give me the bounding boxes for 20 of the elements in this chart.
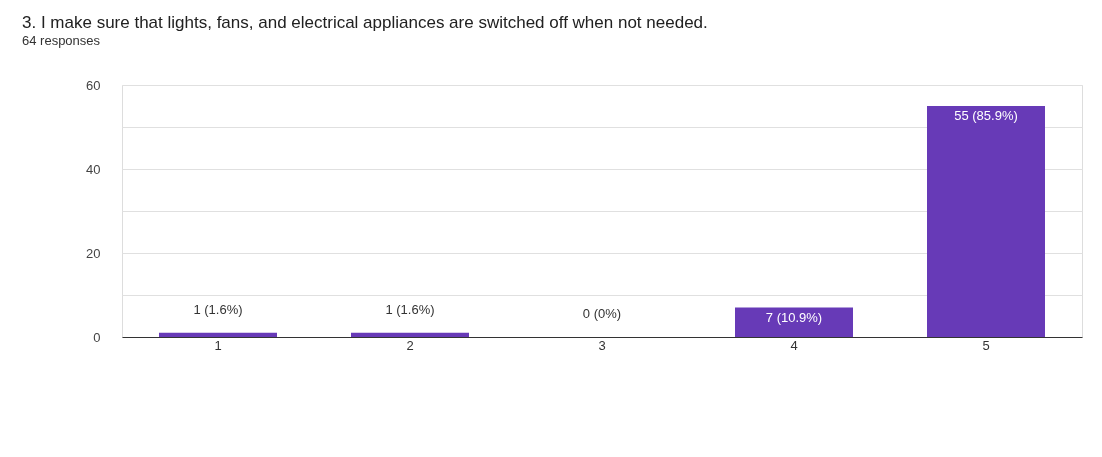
x-tick-label: 2 — [406, 337, 414, 353]
chart-subtitle: 64 responses — [22, 33, 101, 48]
data-label: 0 (0%) — [582, 306, 622, 322]
y-tick-label: 0 — [93, 329, 101, 345]
x-tick-label: 4 — [790, 337, 798, 353]
chart-title: 3. I make sure that lights, fans, and electrical appliances are switched off when not needed. — [22, 13, 708, 32]
bar — [159, 332, 277, 337]
x-tick-label: 3 — [598, 337, 606, 353]
y-tick-label: 40 — [86, 161, 101, 177]
y-tick-label: 20 — [86, 245, 101, 261]
bar — [927, 106, 1045, 337]
data-label: 1 (1.6%) — [385, 302, 435, 318]
bar — [351, 332, 469, 337]
y-tick-label: 60 — [86, 77, 101, 93]
x-tick-label: 1 — [214, 337, 222, 353]
data-label: 55 (85.9%) — [954, 108, 1018, 124]
data-label: 1 (1.6%) — [193, 302, 243, 318]
data-label: 7 (10.9%) — [765, 309, 823, 325]
bar — [735, 307, 853, 337]
x-tick-label: 5 — [982, 337, 990, 353]
